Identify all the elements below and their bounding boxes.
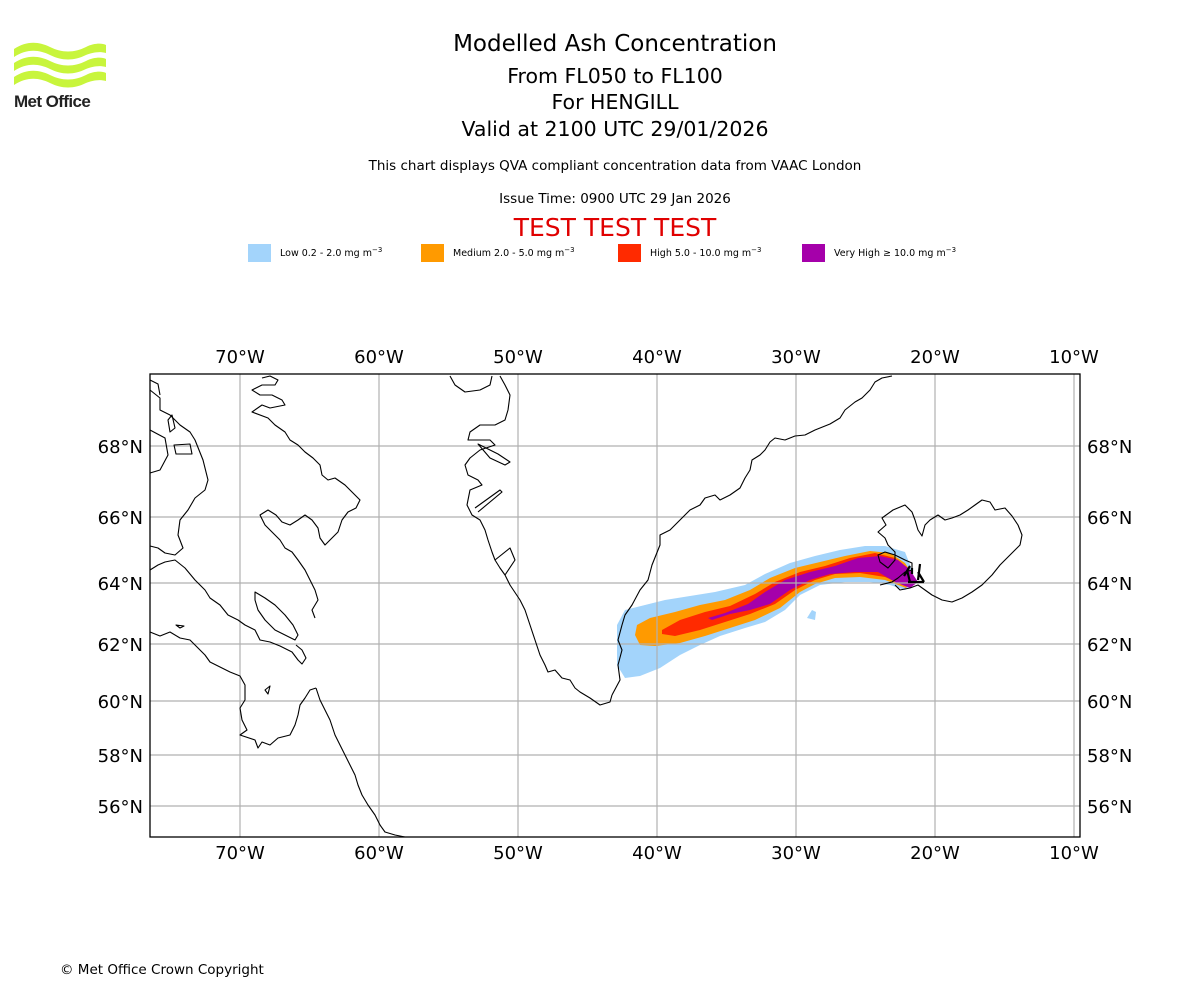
lat-tick-label: 60°N (1087, 692, 1132, 713)
legend-unit-exp: −3 (751, 246, 762, 255)
qva-note: This chart displays QVA compliant concen… (368, 158, 862, 174)
legend-unit-exp: −3 (945, 246, 957, 255)
legend-unit-exp: −3 (564, 246, 575, 255)
graticule (150, 374, 1080, 837)
lon-tick-label: 60°W (354, 347, 404, 368)
coast-frobisher (254, 591, 299, 641)
lon-tick-label: 50°W (493, 347, 543, 368)
legend-label-low: Low 0.2 - 2.0 mg m (280, 248, 372, 260)
legend-label-very-high: Very High ≥ 10.0 mg m (834, 248, 946, 260)
volcano-name: For HENGILL (551, 90, 679, 114)
coast-greenland-south (611, 375, 893, 696)
coast-baffin-top (149, 379, 161, 396)
coast-baffin-west (149, 389, 209, 556)
met-office-logo-icon (14, 42, 106, 88)
coast-ungava (149, 631, 317, 749)
legend-label-medium: Medium 2.0 - 5.0 mg m (453, 248, 565, 260)
lat-tick-label: 68°N (1087, 437, 1132, 458)
lat-tick-label: 64°N (98, 574, 143, 595)
legend-swatch-very-high (802, 244, 825, 262)
chart-title: Modelled Ash Concentration (453, 31, 777, 57)
legend-item-low: Low 0.2 - 2.0 mg m−3 (248, 244, 382, 262)
legend-item-high: High 5.0 - 10.0 mg m−3 (618, 244, 762, 262)
flight-level-range: From FL050 to FL100 (507, 64, 723, 88)
legend-item-very-high: Very High ≥ 10.0 mg m−3 (802, 244, 956, 262)
lat-tick-label: 66°N (98, 508, 143, 529)
coast-islet-2 (175, 624, 185, 629)
lon-tick-label: 30°W (771, 347, 821, 368)
legend-swatch-medium (421, 244, 444, 262)
map-frame (149, 373, 1081, 838)
legend-item-medium: Medium 2.0 - 5.0 mg m−3 (421, 244, 575, 262)
lon-tick-label: 20°W (910, 347, 960, 368)
coast-greenland-west (449, 375, 613, 706)
coast-baffin-island (173, 443, 193, 455)
lat-tick-label: 62°N (1087, 635, 1132, 656)
lat-tick-label: 56°N (1087, 797, 1132, 818)
legend-label-high: High 5.0 - 10.0 mg m (650, 248, 752, 260)
lon-tick-label: 20°W (910, 843, 960, 864)
legend-swatch-high (618, 244, 641, 262)
lat-tick-label: 58°N (1087, 746, 1132, 767)
ash-low-fleck (807, 610, 816, 620)
test-banner: TEST TEST TEST (513, 213, 717, 242)
copyright-notice: © Met Office Crown Copyright (60, 962, 264, 978)
coast-baffin-islet (167, 414, 176, 433)
lat-tick-label: 64°N (1087, 574, 1132, 595)
legend-swatch-low (248, 244, 271, 262)
coast-islet-1 (264, 685, 271, 695)
lat-tick-label: 58°N (98, 746, 143, 767)
coast-labrador-b (315, 687, 406, 838)
issue-time: Issue Time: 0900 UTC 29 Jan 2026 (499, 191, 731, 207)
coast-greenland-fjord-3 (494, 547, 516, 576)
lat-tick-label: 60°N (98, 692, 143, 713)
coast-baffin-east (251, 375, 361, 619)
coast-labrador-a (149, 559, 307, 665)
lon-tick-labels-bottom: 70°W 60°W 50°W 40°W 30°W 20°W 10°W (215, 843, 1099, 864)
lat-tick-labels-right: 68°N 66°N 64°N 62°N 60°N 58°N 56°N (1087, 437, 1132, 818)
lon-tick-label: 10°W (1049, 843, 1099, 864)
lon-tick-label: 40°W (632, 347, 682, 368)
coast-greenland-fjord-1 (477, 443, 511, 466)
coastlines (149, 375, 1023, 838)
coast-baffin-lake (149, 429, 169, 474)
legend-unit-exp: −3 (372, 246, 383, 255)
lon-tick-label: 40°W (632, 843, 682, 864)
volcano-marker-icon (903, 563, 925, 584)
lat-tick-labels-left: 68°N 66°N 64°N 62°N 60°N 58°N 56°N (98, 437, 143, 818)
lon-tick-label: 70°W (215, 347, 265, 368)
lat-tick-label: 62°N (98, 635, 143, 656)
lon-tick-label: 10°W (1049, 347, 1099, 368)
valid-time: Valid at 2100 UTC 29/01/2026 (461, 117, 769, 141)
coast-iceland (877, 499, 1023, 603)
lat-tick-label: 66°N (1087, 508, 1132, 529)
lon-tick-label: 70°W (215, 843, 265, 864)
lon-tick-label: 50°W (493, 843, 543, 864)
coast-greenland-fjord-2 (474, 489, 503, 513)
lon-tick-label: 60°W (354, 843, 404, 864)
lon-tick-label: 30°W (771, 843, 821, 864)
lat-tick-label: 56°N (98, 797, 143, 818)
lat-tick-label: 68°N (98, 437, 143, 458)
ash-plume (617, 546, 918, 678)
ash-very-high-region (708, 556, 918, 620)
met-office-logo-text: Met Office (14, 92, 91, 111)
lon-tick-labels-top: 70°W 60°W 50°W 40°W 30°W 20°W 10°W (215, 347, 1099, 368)
